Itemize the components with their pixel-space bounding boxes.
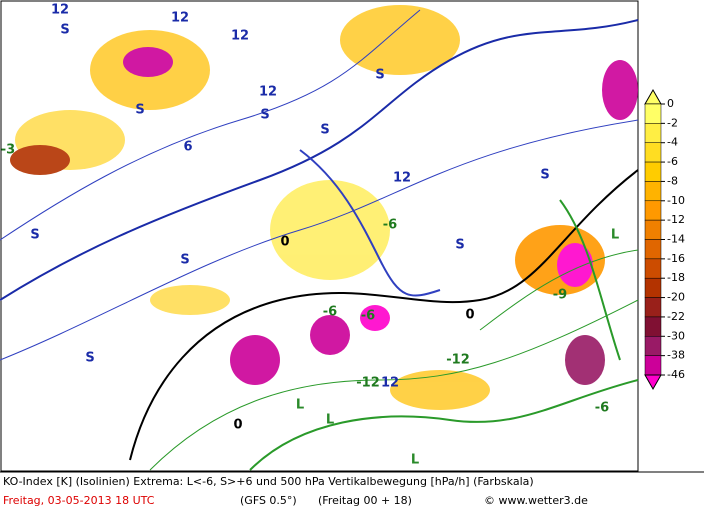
map-label: S [540, 168, 549, 183]
map-label: -6 [595, 401, 609, 416]
legend-swatch [644, 161, 662, 182]
legend-label: -8 [667, 174, 678, 187]
legend-label: -16 [667, 252, 685, 265]
legend-swatch [644, 316, 662, 337]
map-label: -12 [446, 353, 470, 368]
map-label: L [611, 228, 619, 243]
legend-label: -20 [667, 291, 685, 304]
legend-swatch [644, 200, 662, 221]
map-label: S [60, 23, 69, 38]
map-label: 12 [259, 85, 277, 100]
legend-label: -46 [667, 368, 685, 381]
legend-swatch [644, 142, 662, 163]
footer-caption: KO-Index [K] (Isolinien) Extrema: L<-6, … [3, 475, 534, 488]
legend-label: -22 [667, 310, 685, 323]
footer-date: Freitag, 03-05-2013 18 UTC [3, 494, 155, 507]
legend-label: -6 [667, 155, 678, 168]
legend-swatch [644, 258, 662, 279]
legend-swatch [644, 355, 662, 376]
map-label: 12 [393, 171, 411, 186]
map-label: S [375, 68, 384, 83]
map-label: 6 [183, 140, 192, 155]
map-label: L [326, 413, 334, 428]
shading [10, 5, 638, 410]
legend-label: -14 [667, 233, 685, 246]
legend-label: -38 [667, 349, 685, 362]
map-label: -9 [553, 288, 567, 303]
map-label: S [455, 238, 464, 253]
legend-label: -2 [667, 116, 678, 129]
legend-label: -4 [667, 136, 678, 149]
legend-swatch [644, 336, 662, 356]
map-label: S [320, 123, 329, 138]
legend-label: -10 [667, 194, 685, 207]
legend-label: 0 [667, 97, 674, 110]
map-label: S [135, 103, 144, 118]
legend-label: -30 [667, 329, 685, 342]
map-label: 12 [51, 3, 69, 18]
map-label: -6 [383, 218, 397, 233]
map-label: S [85, 351, 94, 366]
legend-label: -18 [667, 271, 685, 284]
map-label: L [296, 398, 304, 413]
legend-swatch [644, 239, 662, 260]
map-label: L [411, 453, 419, 468]
legend-swatch [644, 297, 662, 318]
map-label: -12 [356, 376, 380, 391]
map-label: 0 [465, 308, 474, 323]
footer-run: (Freitag 00 + 18) [318, 494, 412, 507]
legend-swatch [644, 277, 662, 298]
legend-label: -12 [667, 213, 685, 226]
map-label: 12 [231, 29, 249, 44]
color-legend: 0 -2 -4 -6 -8 -10 -12 -14 -16 -18 -20 -22 -30 -38 -46 [644, 88, 685, 391]
contours [0, 9, 639, 471]
footer-credit: © www.wetter3.de [484, 494, 588, 507]
map-label: -6 [323, 305, 337, 320]
map-label: 12 [171, 11, 189, 26]
legend-swatch [644, 181, 662, 202]
map-label: 0 [233, 418, 242, 433]
legend-swatch [644, 123, 662, 143]
map-label: -6 [361, 309, 375, 324]
map-label: S [260, 108, 269, 123]
footer-model: (GFS 0.5°) [240, 494, 297, 507]
map-label: 0 [280, 235, 289, 250]
legend-swatch [644, 103, 662, 124]
map-label: 12 [381, 376, 399, 391]
map-label: -3 [1, 143, 15, 158]
map-label: S [180, 253, 189, 268]
footer: KO-Index [K] (Isolinien) Extrema: L<-6, … [0, 471, 704, 507]
map-label: S [30, 228, 39, 243]
legend-swatch [644, 219, 662, 240]
legend-arrow-bottom [644, 374, 662, 391]
